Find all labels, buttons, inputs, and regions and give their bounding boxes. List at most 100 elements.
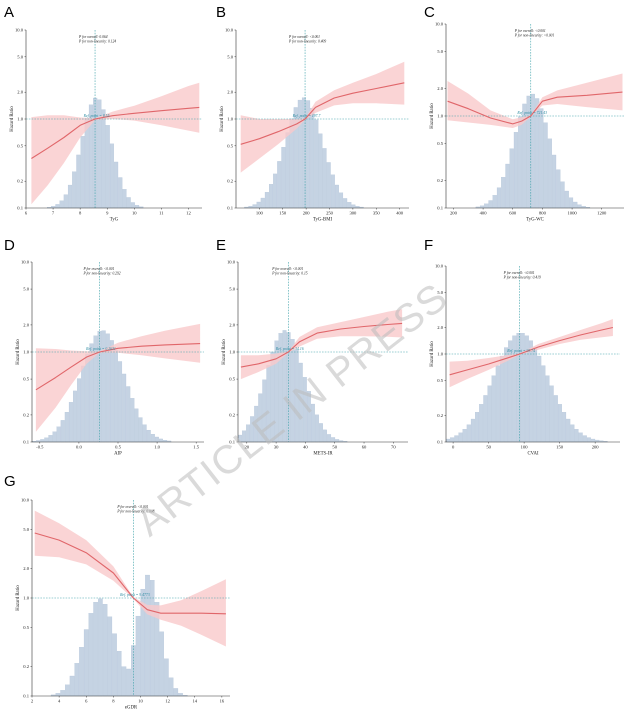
- x-tick-label: 14: [192, 699, 197, 704]
- histogram-bar: [314, 119, 319, 209]
- histogram-bar: [586, 437, 591, 443]
- x-tick-label: 2: [31, 699, 34, 704]
- y-tick-label: 0.5: [17, 143, 23, 148]
- histogram-bar: [116, 651, 122, 697]
- histogram-bar: [334, 184, 339, 209]
- y-tick-label: 0.1: [437, 440, 443, 445]
- x-tick-label: 0.5: [115, 445, 121, 450]
- histogram-bar: [178, 693, 183, 697]
- x-tick-label: 10: [138, 699, 143, 704]
- x-tick-label: 0.0: [76, 445, 82, 450]
- histogram-bar: [326, 162, 331, 209]
- histogram-bar: [518, 116, 523, 209]
- x-tick-label: 100: [256, 211, 264, 216]
- x-tick-label: -0.5: [36, 445, 44, 450]
- histogram-bar: [77, 378, 82, 443]
- y-tick-label: 0.5: [227, 143, 233, 148]
- y-tick-label: 0.1: [227, 206, 233, 211]
- x-tick-label: 200: [592, 445, 600, 450]
- y-tick-label: 5.0: [227, 54, 233, 59]
- histogram-bar: [130, 202, 135, 209]
- y-tick-label: 0.2: [229, 412, 235, 417]
- histogram-bar: [142, 424, 147, 443]
- histogram-bar: [55, 204, 60, 209]
- histogram-bar: [458, 432, 463, 443]
- histogram-bar: [256, 201, 261, 209]
- histogram-bar: [260, 197, 265, 209]
- y-tick-label: 5.0: [17, 54, 23, 59]
- histogram-bar: [88, 613, 94, 697]
- x-tick-label: 350: [373, 211, 381, 216]
- histogram-bar: [83, 629, 89, 697]
- histogram-bar: [135, 205, 140, 209]
- histogram-bar: [150, 434, 155, 443]
- x-tick-label: 600: [509, 211, 517, 216]
- histogram-bar: [492, 195, 497, 209]
- histogram-bar: [264, 192, 269, 209]
- p-overall-label: P for overall: <0.001: [288, 35, 320, 39]
- histogram-bar: [113, 349, 118, 443]
- x-tick-label: 70: [391, 445, 396, 450]
- histogram-bar: [55, 693, 61, 697]
- histogram-bar: [101, 109, 106, 209]
- histogram-bar: [528, 340, 533, 443]
- y-tick-label: 0.5: [23, 625, 29, 630]
- x-tick-label: 11: [159, 211, 164, 216]
- p-overall-label: P for overall: <0.001: [514, 29, 546, 33]
- histogram-bar: [277, 161, 282, 209]
- histogram-bar: [109, 143, 114, 209]
- histogram-bar: [566, 418, 571, 443]
- x-tick-label: 400: [396, 211, 404, 216]
- x-tick-label: 100: [521, 445, 529, 450]
- histogram-bar: [541, 365, 546, 443]
- x-axis-label: TyG-BMI: [313, 218, 333, 223]
- histogram-bar: [505, 163, 510, 209]
- panel-letter-E: E: [216, 237, 226, 254]
- y-tick-label: 0.1: [229, 440, 235, 445]
- panel-A: A 0.1 0.2 0.5 1.0 2.0 5.0 10.0 6 7 8 9 10 11 12 TyG Haz…: [4, 4, 202, 223]
- histogram-bar: [343, 198, 348, 209]
- histogram-bar: [109, 340, 114, 443]
- y-tick-label: 1.0: [23, 596, 29, 601]
- histogram-bar: [118, 361, 123, 443]
- plot-A: 0.1 0.2 0.5 1.0 2.0 5.0 10.0 6 7 8 9 10 11 12 TyG Hazar…: [10, 28, 202, 223]
- histogram-bar: [69, 675, 75, 697]
- x-tick-label: 20: [244, 445, 249, 450]
- y-tick-label: 2.0: [17, 90, 23, 95]
- y-tick-label: 2.0: [23, 566, 29, 571]
- histogram-bar: [173, 688, 179, 697]
- x-axis-label: eGDR: [125, 706, 138, 711]
- y-tick-label: 0.1: [23, 694, 29, 699]
- panel-letter-G: G: [4, 473, 16, 490]
- histogram-bar: [335, 439, 340, 443]
- x-tick-label: 10: [132, 211, 137, 216]
- confidence-band: [449, 319, 613, 388]
- histogram-bar: [122, 373, 127, 443]
- ref-point-label: Ref. point = 9.4773: [119, 593, 150, 597]
- histogram-bar: [322, 148, 327, 209]
- histogram-bar: [591, 438, 596, 443]
- histogram-bar: [491, 375, 496, 443]
- p-nonlinearity-label: P for non-linearity: 0.409: [288, 40, 326, 44]
- ref-point-label: Ref. point = 0.2631: [85, 347, 116, 351]
- histogram-bar: [577, 204, 582, 209]
- histogram-bar: [48, 435, 53, 443]
- y-axis-label: Hazard Ratio: [430, 103, 435, 129]
- histogram-bar: [269, 184, 274, 209]
- histogram-bar: [499, 355, 504, 443]
- y-tick-label: 0.1: [17, 206, 23, 211]
- hazard-ratio-curve: [449, 326, 614, 376]
- panel-letter-F: F: [424, 237, 433, 254]
- histogram-bar: [52, 431, 57, 443]
- y-tick-label: 10.0: [227, 260, 236, 265]
- y-axis-label: Hazard Ratio: [430, 341, 435, 367]
- panel-letter-B: B: [216, 4, 226, 21]
- plot-B: 0.1 0.2 0.5 1.0 2.0 5.0 10.0 100 150 200 250 300 350…: [220, 28, 409, 223]
- histogram-bar: [570, 424, 575, 443]
- histogram-bar: [578, 432, 583, 443]
- y-tick-label: 10.0: [435, 22, 444, 27]
- panel-letter-D: D: [4, 237, 15, 254]
- ref-point-label: Ref. point = 721.43: [516, 111, 547, 115]
- histogram-bar: [513, 132, 518, 209]
